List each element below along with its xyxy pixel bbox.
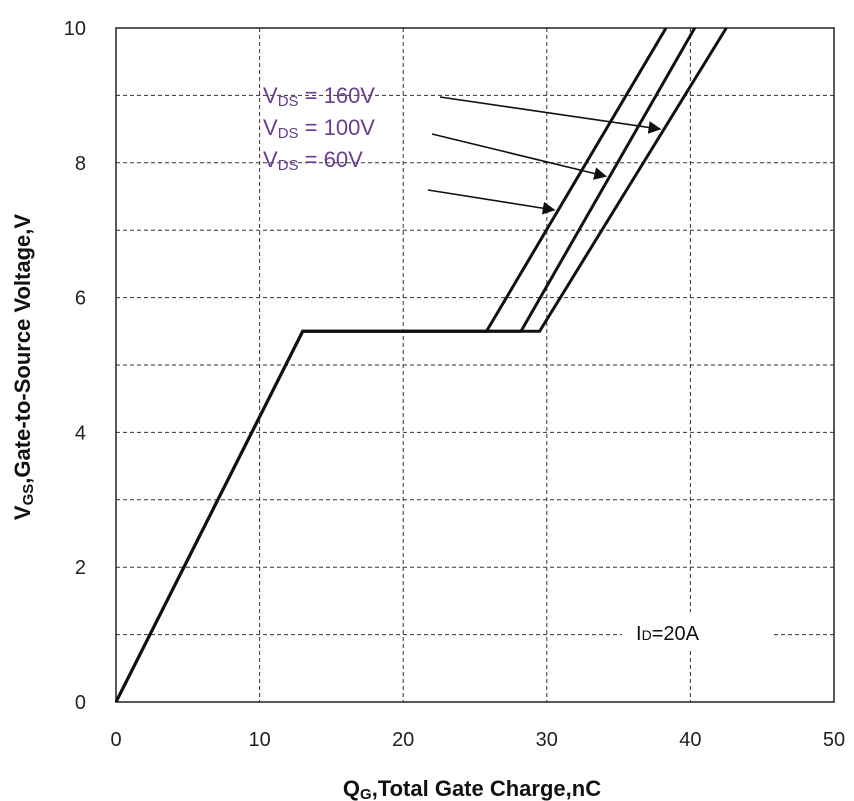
y-tick-label: 8 [75,153,86,175]
legend-arrow-0 [439,96,662,134]
x-tick-label: 50 [823,729,845,751]
series-lines [114,27,728,703]
x-tick-label: 20 [392,729,414,751]
legend-label-160v: VDS = 160V [263,83,375,110]
y-tick-label: 10 [64,18,86,40]
legend-arrow-1 [431,133,608,180]
y-tick-labels: 0 2 4 6 8 10 [64,18,86,714]
annotation-background [622,612,772,650]
annotation-id-label: ID=20A [636,623,700,645]
x-tick-labels: 0 10 20 30 40 50 [110,729,845,751]
series-line-2 [114,27,668,703]
x-tick-label: 40 [679,729,701,751]
x-axis-title: QG,Total Gate Charge,nC [343,776,601,801]
x-tick-label: 0 [110,729,121,751]
y-tick-label: 2 [75,557,86,579]
legend-label-100v: VDS = 100V [263,115,375,142]
legend-arrows [427,96,662,215]
x-tick-label: 30 [536,729,558,751]
x-tick-label: 10 [248,729,270,751]
y-tick-label: 6 [75,288,86,310]
legend: VDS = 160V VDS = 100V VDS = 60V [263,83,375,174]
annotation-id: ID=20A [622,612,772,650]
y-tick-label: 0 [75,692,86,714]
plot-frame [115,27,835,703]
legend-arrow-2 [427,189,556,215]
y-tick-label: 4 [75,422,86,444]
grid-lines [116,28,834,702]
y-axis-title: VGS,Gate-to-Source Voltage,V [10,214,37,520]
legend-label-60v: VDS = 60V [263,147,363,174]
